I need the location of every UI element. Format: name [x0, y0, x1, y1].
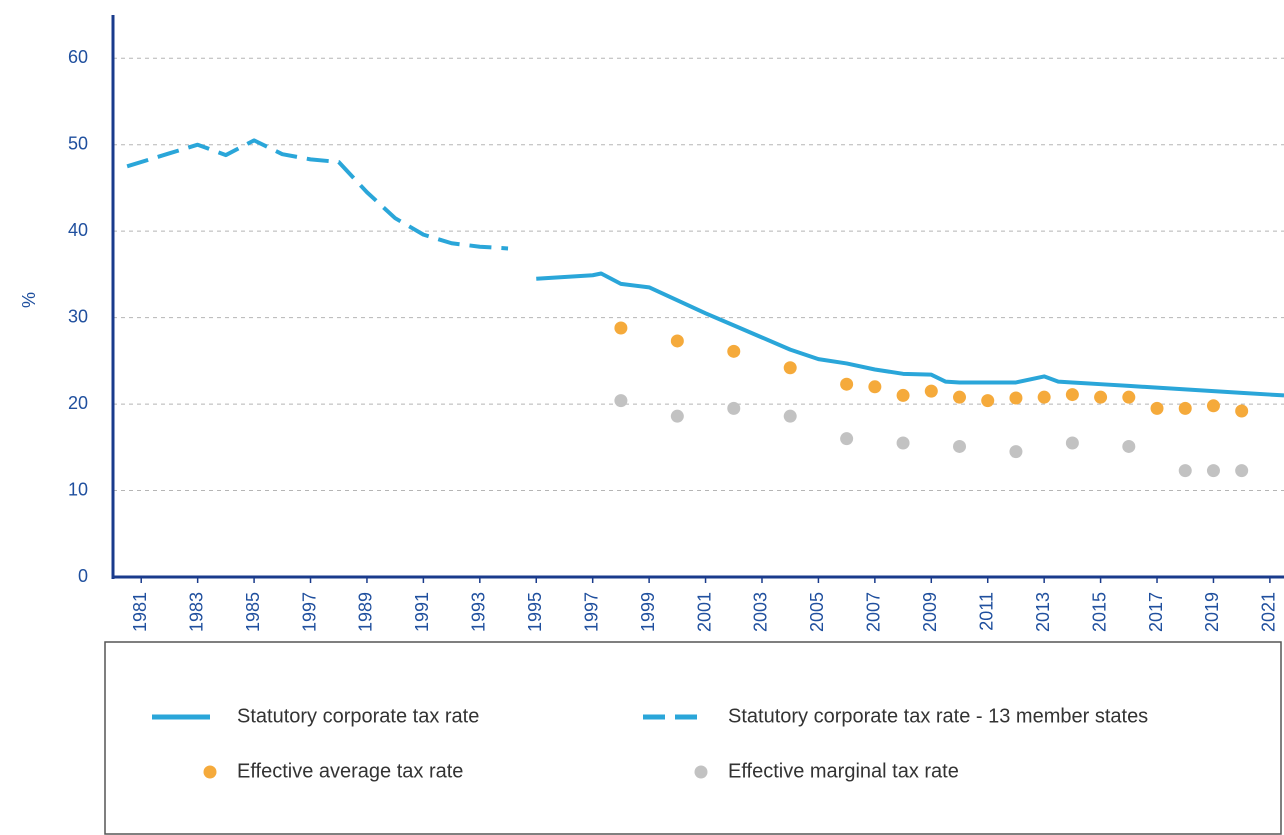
dot [953, 390, 967, 404]
legend-label: Statutory corporate tax rate [237, 705, 479, 727]
dot [840, 432, 854, 446]
x-tick-label: 1997 [581, 592, 601, 632]
legend-label: Statutory corporate tax rate - 13 member… [728, 705, 1148, 727]
dot [670, 409, 684, 423]
dot [981, 394, 995, 408]
y-tick-label: 0 [78, 566, 88, 586]
dot [1178, 401, 1192, 415]
dot [727, 401, 741, 415]
dot [1206, 399, 1220, 413]
y-tick-label: 10 [68, 479, 88, 499]
x-tick-label: 2007 [864, 592, 884, 632]
dot [1009, 391, 1023, 405]
x-tick-label: 2015 [1089, 592, 1109, 632]
x-tick-label: 1997 [299, 592, 319, 632]
x-tick-label: 2021 [1259, 592, 1279, 632]
x-tick-label: 1993 [469, 592, 489, 632]
legend-box [104, 641, 1282, 835]
dot [1122, 439, 1136, 453]
y-tick-label: 50 [68, 133, 88, 153]
line [536, 271, 1284, 398]
dot [783, 409, 797, 423]
legend-swatch [203, 765, 217, 779]
x-tick-label: 2017 [1146, 592, 1166, 632]
y-tick-label: 40 [68, 220, 88, 240]
x-tick-label: 2013 [1033, 592, 1053, 632]
dot [670, 334, 684, 348]
y-axis-label: % [19, 292, 39, 308]
y-tick-label: 20 [68, 393, 88, 413]
y-tick-label: 30 [68, 306, 88, 326]
x-tick-label: 1983 [186, 592, 206, 632]
x-tick-label: 1989 [356, 592, 376, 632]
dot [840, 377, 854, 391]
legend-label: Effective average tax rate [237, 760, 463, 782]
dot [1009, 445, 1023, 459]
x-tick-label: 2009 [920, 592, 940, 632]
dot [1150, 401, 1164, 415]
dot [614, 394, 628, 408]
x-tick-label: 1991 [412, 592, 432, 632]
y-tick-label: 60 [68, 47, 88, 67]
legend-swatch [694, 765, 708, 779]
x-tick-label: 2001 [694, 592, 714, 632]
dot [1206, 464, 1220, 478]
dot [1037, 390, 1051, 404]
dot [896, 436, 910, 450]
dot [1178, 464, 1192, 478]
dot [1094, 390, 1108, 404]
legend-label: Effective marginal tax rate [728, 760, 959, 782]
dot [1122, 390, 1136, 404]
dot [953, 439, 967, 453]
dot [1065, 436, 1079, 450]
dot [783, 361, 797, 375]
x-tick-label: 1995 [525, 592, 545, 632]
dot [1065, 388, 1079, 402]
line [126, 138, 509, 251]
dot [924, 384, 938, 398]
dot [614, 321, 628, 335]
dot [1235, 464, 1249, 478]
dot [727, 344, 741, 358]
dot [868, 380, 882, 394]
x-tick-label: 2011 [976, 592, 996, 631]
x-tick-label: 2005 [807, 592, 827, 632]
x-tick-label: 2019 [1202, 592, 1222, 632]
x-tick-label: 2003 [751, 592, 771, 632]
x-tick-label: 1981 [130, 592, 150, 632]
dot [896, 388, 910, 402]
dot [1235, 404, 1249, 418]
x-tick-label: 1999 [638, 592, 658, 632]
x-tick-label: 1985 [243, 592, 263, 632]
